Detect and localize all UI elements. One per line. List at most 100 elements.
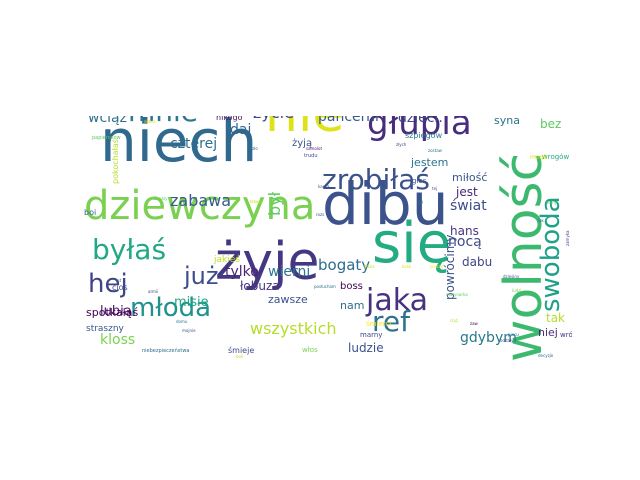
word-domu: domu [176, 318, 188, 324]
word-wierni: wierni [268, 263, 311, 280]
word-rozs: rozs [316, 211, 325, 217]
word-zrobilas: zrobiłaś [322, 162, 430, 196]
word-niech: niech [100, 116, 258, 175]
word-powrocimy: powrócimy [443, 234, 457, 300]
word-piecu: piecu [508, 331, 519, 337]
word-trudu: trudu [304, 153, 318, 159]
word-wrocimy: wrócimy [560, 331, 572, 340]
word-spotkalas: spotkałaś [86, 306, 139, 320]
word-tej: tej [432, 185, 438, 191]
word-lok: lok [538, 217, 544, 223]
word-oddaly: oddały [500, 337, 514, 343]
word-zawsze: zawsze [268, 293, 308, 307]
word-smieje: śmieje [228, 345, 255, 355]
word-boi: boi [84, 207, 97, 217]
word-szpiegow: szpiegów [405, 130, 443, 140]
word-zonaty: żonaty [154, 195, 168, 201]
word-gdybym: gdybym [460, 329, 517, 346]
word-glupia: głupia [367, 116, 472, 143]
word-ludzie: ludzie [348, 341, 384, 356]
word-pokochalas: pokochałaś [111, 139, 120, 184]
word-niebezpieczenstwa: niebezpieczeństwa [142, 348, 190, 354]
word-wlos: włos [302, 346, 318, 355]
word-zlych: złych [396, 141, 407, 147]
word-zostaw: zostaw [428, 147, 442, 153]
word-jest: jest [456, 185, 478, 200]
word-swoboda: swoboda [536, 196, 566, 312]
word-jakies: jakieś [214, 254, 240, 265]
word-cios: cios [112, 282, 128, 292]
word-dobra: dobra [144, 118, 156, 124]
word-tylko: tylko [225, 263, 259, 280]
word-byl: był [265, 191, 284, 216]
word-latwo: łatwo [250, 198, 261, 204]
word-jestem: jestem [411, 156, 449, 170]
word-prosze: proszę [430, 263, 444, 269]
word-posluchаm: posłucham [314, 283, 336, 289]
word-nikogo: nikogo [216, 116, 243, 122]
word-wciaz: wciąż [88, 116, 127, 126]
word-milosc: miłość [452, 171, 488, 185]
word-jaka: jaka [366, 283, 428, 318]
word-dolny: dolny [546, 199, 557, 205]
word-smierci: śmierci [366, 320, 392, 329]
word-bogaty: bogaty [318, 256, 371, 274]
word-lat: lat [116, 277, 122, 283]
word-zyja: żyją [292, 138, 313, 149]
word-kloss: kloss [100, 331, 136, 348]
word-mogli: mogli [530, 154, 547, 162]
word-hans: hans [450, 224, 479, 239]
word-bez: bez [540, 117, 562, 132]
word-misie: misie [174, 294, 209, 310]
word-lubia: lubią [100, 303, 132, 319]
word-boli: boli [236, 353, 244, 359]
word-nam: nam [340, 299, 365, 313]
word-daj: daj [230, 121, 252, 138]
word-zaw: zaw [470, 320, 478, 326]
word-juz: już [184, 261, 219, 290]
word-bylas: byłaś [92, 232, 167, 266]
word-gdzie: gdzie [364, 263, 375, 269]
word-dibu: dibu [322, 169, 449, 238]
word-dzieci: dzieci. [398, 116, 443, 126]
word-samolot: samolot [306, 145, 323, 151]
word-hej: hej [88, 269, 128, 300]
word-syna: syna [494, 116, 520, 128]
word-cloud: wolność niech dibu nie się żyje dziewczy… [80, 116, 572, 364]
word-kaska: kaska [318, 183, 330, 189]
word-lobuza: łobuza [240, 279, 280, 294]
word-dziesiny: dziesiny [503, 273, 520, 279]
word-tak: tak [546, 311, 566, 326]
word-papierosow: papierosów [92, 135, 121, 141]
word-armii: armii [148, 288, 159, 294]
word-swiat: świat [450, 197, 487, 214]
word-mojnie: mojnie [182, 327, 196, 333]
word-wrogow: wrogów [542, 153, 570, 162]
word-zamyka: zamyka [565, 230, 570, 246]
word-dziewczyna: dziewczyna [84, 183, 316, 229]
word-marny: marny [360, 331, 383, 340]
word-ref: ref [372, 304, 410, 338]
word-brak: brak [402, 263, 411, 269]
word-glos: głos [412, 177, 427, 186]
word-wszystkich: wszystkich [250, 319, 337, 339]
word-pancerni: pancerni [318, 116, 379, 125]
word-zyje: żyje [215, 232, 320, 293]
word-ciaz: ciąż [450, 317, 458, 323]
word-mnie: mnie [128, 116, 198, 126]
word-lal: lał [418, 199, 423, 205]
word-dabu: dabu [462, 255, 493, 270]
word-nie: nie [265, 116, 344, 140]
word-decyzje: decyzje [538, 352, 554, 358]
word-sie: się [372, 211, 452, 277]
word-zabawa: zabawa [170, 191, 232, 211]
word-czterej: czterej [170, 135, 218, 152]
word-marynarka: marynarka [446, 291, 468, 297]
word-szlo: szło [250, 145, 258, 151]
word-niej: niej [538, 326, 558, 340]
word-mloda: młoda [130, 293, 212, 324]
word-straszny: straszny [86, 323, 124, 334]
word-boss: boss [340, 281, 363, 292]
word-ludzi: ludzi [512, 287, 522, 293]
